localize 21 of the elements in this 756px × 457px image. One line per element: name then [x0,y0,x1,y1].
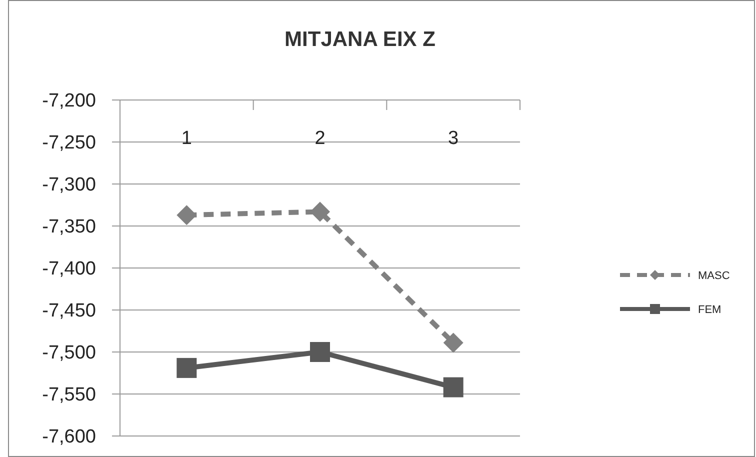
y-tick-label: -7,300 [42,174,96,196]
chart-title: MITJANA EIX Z [284,28,436,51]
x-tick-label: 2 [314,128,326,149]
y-tick-label: -7,600 [42,426,96,448]
y-tick-label: -7,350 [42,216,96,238]
point [310,202,330,222]
x-tick-label: 1 [181,128,192,149]
y-tick-label: -7,500 [42,342,96,364]
y-tick-label: -7,250 [42,132,96,154]
point [176,358,197,378]
x-tick-label: 3 [448,128,459,149]
y-tick-label: -7,400 [42,258,96,280]
point [176,205,197,226]
point [443,332,464,353]
y-tick-label: -7,450 [42,300,96,322]
y-tick-label: -7,550 [42,384,96,406]
y-tick-label: -7,200 [42,90,96,112]
text: FEM [698,304,722,316]
text: MASC [698,270,730,282]
point [310,342,330,362]
point [443,377,464,398]
